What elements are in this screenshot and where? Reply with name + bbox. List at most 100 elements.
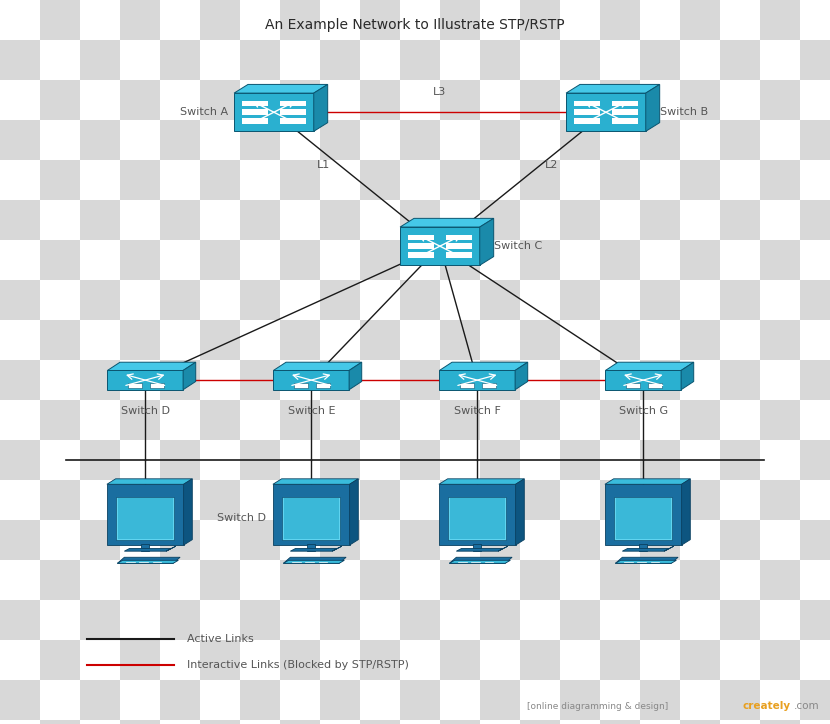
Bar (240, 560, 280, 600)
Bar (720, 640, 760, 680)
Bar (760, 120, 800, 160)
Bar (360, 280, 400, 320)
Bar (800, 560, 830, 600)
Polygon shape (664, 547, 674, 551)
Bar (400, 440, 440, 480)
Bar (160, 0, 200, 40)
Bar (0, 720, 40, 724)
Bar (240, 640, 280, 680)
Bar (560, 600, 600, 640)
Bar (120, 600, 160, 640)
Bar (440, 640, 480, 680)
Bar (200, 680, 240, 720)
Polygon shape (681, 479, 691, 545)
Bar (600, 80, 640, 120)
Polygon shape (273, 371, 349, 390)
Bar (120, 400, 160, 440)
Bar (400, 560, 440, 600)
Bar (40, 120, 80, 160)
Bar (240, 200, 280, 240)
Polygon shape (681, 362, 694, 390)
Bar (560, 320, 600, 360)
Bar (800, 360, 830, 400)
Bar (240, 600, 280, 640)
Polygon shape (107, 479, 193, 484)
Polygon shape (117, 557, 180, 563)
Bar (320, 40, 360, 80)
Bar (320, 440, 360, 480)
Bar (460, 383, 474, 388)
Bar (680, 80, 720, 120)
Bar (520, 560, 560, 600)
Text: Switch C: Switch C (494, 241, 542, 251)
Bar (648, 383, 662, 388)
Bar (640, 680, 680, 720)
Bar (720, 400, 760, 440)
Bar (282, 497, 340, 540)
Text: Active Links: Active Links (187, 634, 253, 644)
Polygon shape (605, 371, 681, 390)
Polygon shape (273, 484, 349, 545)
Bar (160, 40, 200, 80)
Bar (520, 280, 560, 320)
Bar (118, 498, 173, 539)
Bar (150, 383, 164, 388)
Bar (240, 80, 280, 120)
Bar (400, 480, 440, 520)
Bar (200, 720, 240, 724)
Bar (200, 400, 240, 440)
Polygon shape (273, 479, 359, 484)
Bar (400, 80, 440, 120)
Bar (320, 160, 360, 200)
Text: L1: L1 (317, 160, 330, 169)
Bar (80, 720, 120, 724)
Text: [online diagramming & design]: [online diagramming & design] (527, 702, 668, 711)
Bar (680, 640, 720, 680)
Bar (400, 680, 440, 720)
Bar (480, 360, 520, 400)
Text: L3: L3 (433, 87, 447, 97)
Bar (280, 560, 320, 600)
Bar (320, 720, 360, 724)
Bar (0, 560, 40, 600)
Polygon shape (498, 547, 508, 551)
Bar (520, 520, 560, 560)
Bar (0, 280, 40, 320)
Bar (240, 280, 280, 320)
Bar (680, 240, 720, 280)
Polygon shape (566, 85, 660, 93)
Bar (120, 120, 160, 160)
Bar (616, 498, 671, 539)
Bar (120, 320, 160, 360)
Polygon shape (439, 362, 528, 371)
Bar (120, 640, 160, 680)
Bar (680, 600, 720, 640)
Bar (800, 640, 830, 680)
Bar (200, 0, 240, 40)
Bar (600, 360, 640, 400)
Bar (160, 280, 200, 320)
Polygon shape (574, 101, 600, 106)
Bar (680, 680, 720, 720)
Bar (240, 480, 280, 520)
Bar (360, 560, 400, 600)
Polygon shape (408, 235, 434, 240)
Bar (720, 320, 760, 360)
Bar (760, 720, 800, 724)
Bar (240, 40, 280, 80)
Bar (520, 0, 560, 40)
Bar (760, 400, 800, 440)
Bar (40, 280, 80, 320)
Bar (320, 360, 360, 400)
Bar (80, 560, 120, 600)
Bar (480, 120, 520, 160)
Bar (600, 440, 640, 480)
Bar (520, 600, 560, 640)
Bar (200, 640, 240, 680)
Bar (80, 200, 120, 240)
Bar (760, 640, 800, 680)
Bar (120, 80, 160, 120)
Bar (160, 120, 200, 160)
Bar (160, 640, 200, 680)
Bar (520, 680, 560, 720)
